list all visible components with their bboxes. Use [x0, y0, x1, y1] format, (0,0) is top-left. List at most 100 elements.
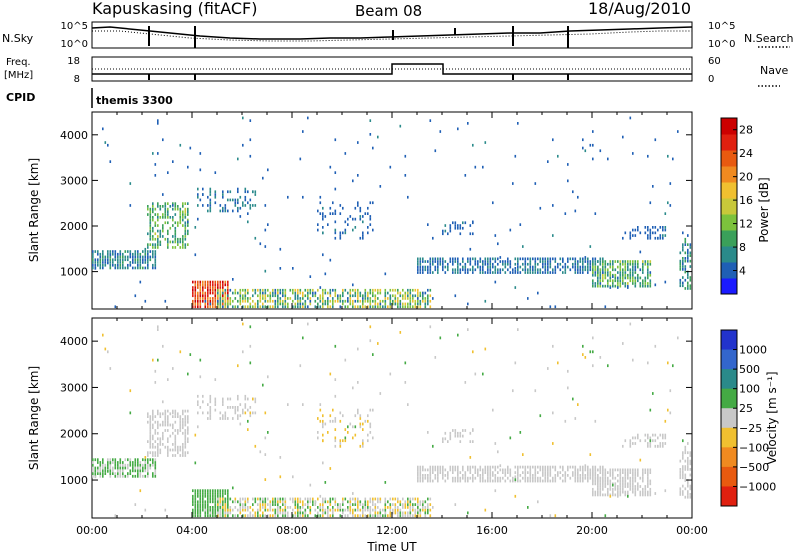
velocity-cell: [429, 468, 432, 472]
velocity-cell: [317, 497, 319, 501]
power-cell: [229, 302, 232, 306]
power-cell: [244, 195, 247, 199]
velocity-cell: [682, 470, 684, 474]
power-cell: [374, 297, 377, 300]
velocity-cell: [502, 471, 504, 474]
power-cell: [462, 265, 464, 269]
velocity-cell: [204, 508, 207, 512]
velocity-cell: [597, 476, 599, 480]
power-cell: [304, 305, 307, 309]
power-cell: [324, 215, 327, 218]
velocity-cell: [457, 476, 459, 480]
power-cell: [662, 236, 664, 240]
power-cell: [94, 258, 97, 262]
velocity-cell: [562, 467, 564, 470]
power-cell: [517, 260, 519, 263]
power-cell: [164, 205, 167, 208]
power-cell: [504, 265, 507, 269]
power-cell: [209, 190, 212, 194]
velocity-cell: [342, 497, 344, 501]
power-cell: [247, 212, 249, 215]
velocity-cell: [664, 433, 667, 437]
power-cell: [162, 229, 164, 233]
velocity-cell: [132, 463, 134, 467]
power-cell: [487, 271, 489, 274]
velocity-cell: [144, 474, 147, 478]
velocity-cell: [537, 500, 539, 504]
velocity-cell: [679, 493, 682, 496]
velocity-cell: [589, 468, 592, 472]
power-cell: [527, 262, 529, 266]
power-cell: [329, 299, 332, 303]
velocity-cell: [212, 508, 214, 512]
power-cell: [637, 228, 639, 232]
power-cell: [427, 223, 429, 226]
power-cell: [454, 224, 457, 227]
velocity-cell: [259, 497, 262, 501]
velocity-cell: [312, 503, 314, 506]
velocity-cell: [117, 469, 119, 473]
power-cell: [449, 229, 452, 233]
velocity-cell: [119, 463, 122, 467]
power-cell: [299, 288, 302, 292]
velocity-cell: [369, 500, 372, 504]
power-cell: [462, 226, 464, 230]
velocity-cell: [392, 508, 394, 512]
velocity-cell: [152, 461, 154, 464]
velocity-cell: [134, 503, 137, 506]
power-cell: [664, 228, 667, 232]
velocity-cell: [277, 508, 279, 512]
power-cell: [319, 305, 322, 309]
velocity-cell: [594, 468, 597, 472]
power-cell: [399, 305, 402, 309]
power-cell: [437, 257, 439, 261]
power-cell: [489, 262, 492, 266]
velocity-cell: [167, 423, 169, 427]
velocity-cell: [99, 472, 102, 475]
power-cell: [307, 288, 309, 292]
power-cell: [597, 265, 599, 269]
power-cell: [594, 284, 597, 288]
x-tick-label: 12:00: [376, 524, 408, 537]
power-cell: [594, 271, 597, 274]
power-cell: [169, 240, 172, 244]
power-cell: [154, 246, 157, 249]
velocity-cell: [492, 479, 494, 483]
power-cell: [207, 209, 209, 213]
velocity-cell: [99, 461, 102, 464]
power-cell: [452, 271, 454, 274]
power-cell: [244, 297, 247, 300]
power-cell: [252, 294, 254, 298]
power-cell: [487, 260, 489, 263]
velocity-cell: [264, 500, 267, 504]
velocity-colorbar-swatch: [721, 408, 737, 429]
power-cell: [494, 260, 497, 263]
power-cell: [427, 288, 429, 292]
velocity-cell: [354, 508, 357, 512]
velocity-cell: [582, 353, 584, 356]
power-colorbar-swatch: [721, 278, 737, 295]
power-cell: [222, 190, 224, 194]
power-cell: [557, 154, 559, 158]
velocity-cell: [147, 415, 149, 418]
velocity-cell: [224, 508, 227, 512]
power-cell: [624, 231, 627, 235]
power-cell: [574, 271, 577, 274]
velocity-cell: [607, 490, 609, 494]
velocity-cell: [669, 411, 672, 415]
velocity-cell: [294, 503, 297, 506]
power-cell: [659, 226, 662, 229]
power-cell: [644, 262, 647, 266]
velocity-cell: [184, 429, 187, 432]
noise-tick-right-top: 10^5: [708, 21, 735, 32]
velocity-cell: [214, 408, 217, 412]
velocity-cell: [209, 511, 212, 515]
power-cell: [684, 237, 687, 241]
velocity-cell: [254, 497, 257, 501]
power-cell: [197, 195, 199, 199]
power-cell: [167, 221, 169, 225]
power-cell: [232, 198, 234, 202]
velocity-cell: [274, 503, 277, 506]
power-cell: [617, 265, 619, 269]
velocity-cell: [644, 433, 647, 437]
